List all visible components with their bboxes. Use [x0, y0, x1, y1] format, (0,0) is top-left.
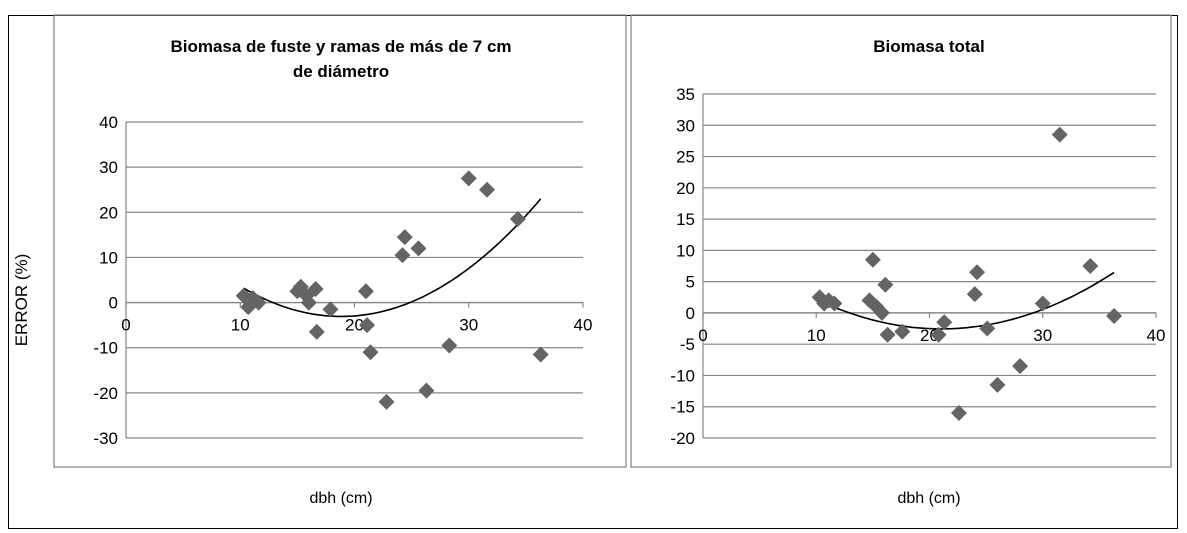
data-point-right-19	[1034, 295, 1051, 312]
y-tick-label-right-0: -20	[670, 429, 695, 448]
y-tick-label-left-1: -20	[93, 384, 118, 403]
y-tick-label-left-3: 0	[109, 294, 118, 313]
data-point-left-9	[308, 323, 325, 340]
data-point-left-10	[322, 301, 339, 318]
data-point-left-19	[441, 337, 458, 354]
data-point-left-20	[460, 170, 477, 187]
data-point-left-13	[362, 344, 379, 361]
y-tick-label-right-3: -5	[680, 335, 695, 354]
x-tick-label-right-1: 10	[807, 326, 826, 345]
data-point-right-18	[1012, 358, 1029, 375]
data-point-left-21	[479, 181, 496, 198]
data-point-right-12	[936, 314, 953, 331]
chart-area-left	[53, 14, 627, 468]
y-tick-label-left-5: 20	[99, 203, 118, 222]
data-point-right-16	[979, 320, 996, 337]
x-tick-label-right-4: 40	[1147, 326, 1166, 345]
y-tick-label-left-7: 40	[99, 113, 118, 132]
data-point-right-10	[894, 323, 911, 340]
data-point-right-22	[1106, 308, 1123, 325]
data-point-left-17	[410, 240, 427, 257]
data-point-left-12	[359, 317, 376, 334]
data-point-right-15	[969, 264, 986, 281]
x-tick-label-left-2: 20	[345, 316, 364, 335]
y-tick-label-right-10: 30	[676, 116, 695, 135]
data-point-left-23	[532, 346, 549, 363]
x-tick-label-right-3: 30	[1033, 326, 1052, 345]
data-point-left-8	[307, 281, 324, 298]
data-point-right-8	[877, 276, 894, 293]
y-tick-label-right-5: 5	[686, 273, 695, 292]
x-tick-label-left-1: 10	[231, 316, 250, 335]
data-point-left-3	[250, 294, 267, 311]
data-point-left-11	[357, 283, 374, 300]
y-tick-label-right-4: 0	[686, 304, 695, 323]
x-tick-label-left-3: 30	[459, 316, 478, 335]
x-tick-label-left-4: 40	[574, 316, 593, 335]
y-tick-label-right-2: -10	[670, 366, 695, 385]
trendline-left	[243, 198, 542, 318]
y-tick-label-left-4: 10	[99, 248, 118, 267]
y-tick-label-right-8: 20	[676, 179, 695, 198]
y-tick-label-right-7: 15	[676, 210, 695, 229]
data-point-right-7	[873, 304, 890, 321]
x-axis-label-left: dbh (cm)	[309, 490, 373, 507]
trendline-right	[819, 271, 1115, 330]
data-point-left-15	[394, 247, 411, 264]
y-tick-label-left-2: -10	[93, 339, 118, 358]
data-point-right-17	[989, 376, 1006, 393]
x-axis-label-right: dbh (cm)	[897, 490, 961, 507]
data-point-right-20	[1051, 126, 1068, 143]
data-point-left-16	[396, 229, 413, 246]
data-point-left-14	[378, 393, 395, 410]
chart-title-left-line-2: de diámetro	[293, 62, 389, 81]
y-tick-label-left-6: 30	[99, 158, 118, 177]
data-point-left-18	[418, 382, 435, 399]
y-tick-label-right-1: -15	[670, 398, 695, 417]
chart-area-right	[630, 14, 1172, 468]
data-point-left-22	[509, 211, 526, 228]
data-point-right-11	[930, 326, 947, 343]
y-tick-label-left-0: -30	[93, 429, 118, 448]
data-point-right-5	[864, 251, 881, 268]
x-tick-label-right-0: 0	[698, 326, 707, 345]
y-tick-label-right-6: 10	[676, 241, 695, 260]
y-tick-label-right-9: 25	[676, 148, 695, 167]
chart-title-left-line-1: Biomasa de fuste y ramas de más de 7 cm	[170, 37, 511, 56]
data-point-right-3	[826, 295, 843, 312]
data-point-right-21	[1082, 258, 1099, 274]
data-point-right-13	[950, 404, 967, 421]
y-tick-label-right-11: 35	[676, 85, 695, 104]
data-point-right-14	[966, 286, 983, 303]
x-tick-label-left-0: 0	[121, 316, 130, 335]
data-point-left-7	[300, 294, 317, 311]
chart-title-right-line-1: Biomasa total	[873, 37, 984, 56]
data-point-right-9	[879, 326, 896, 343]
x-tick-label-right-2: 20	[920, 326, 939, 345]
